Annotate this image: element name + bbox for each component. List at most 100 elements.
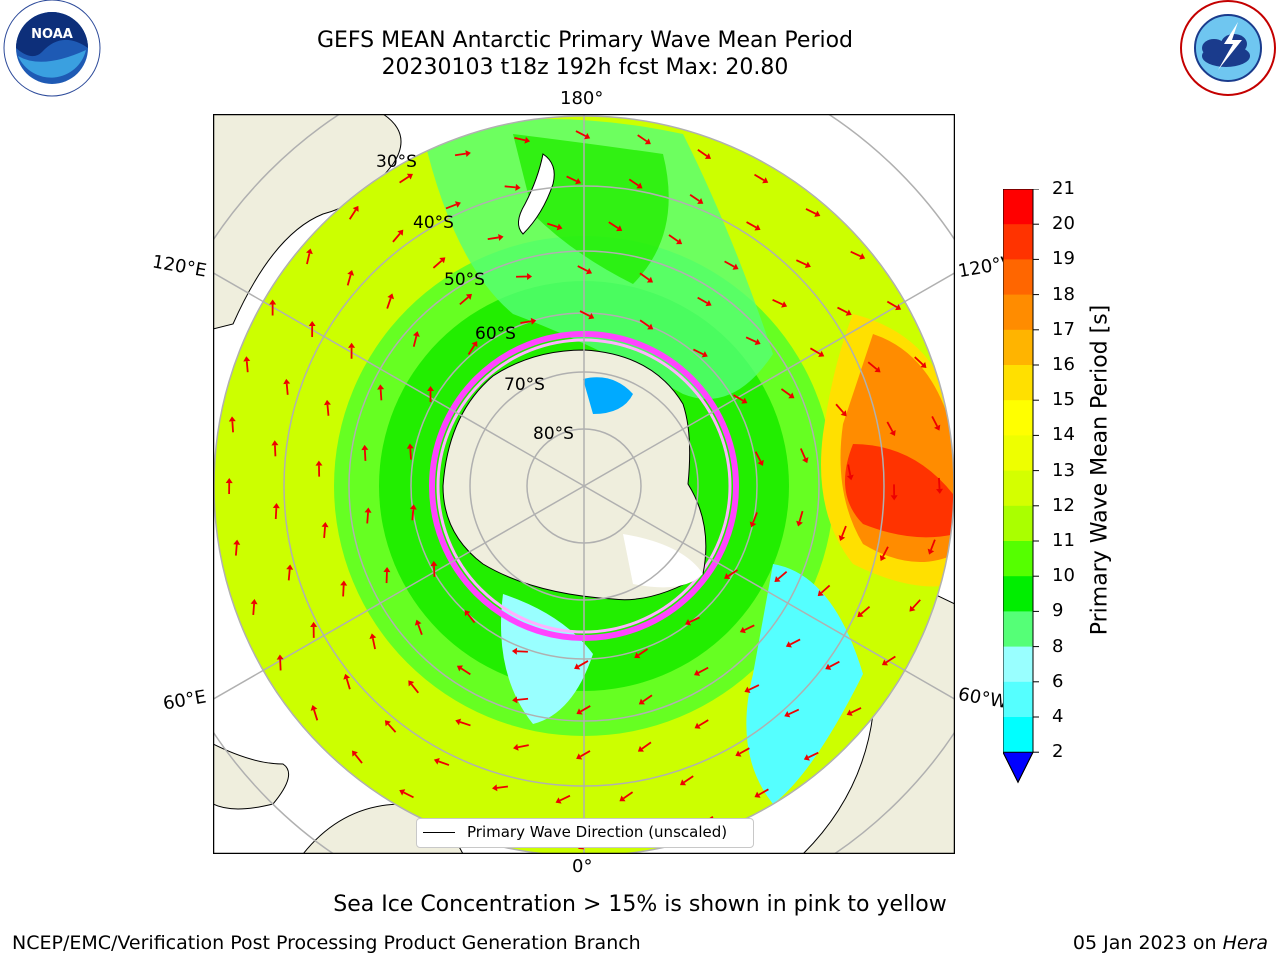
wave-arrow-head <box>308 321 316 327</box>
wave-arrow-head <box>619 795 626 802</box>
wave-arrow-shaft <box>417 624 423 636</box>
wave-arrow-head <box>881 659 889 666</box>
wave-arrow-head <box>433 758 440 765</box>
wave-arrow-shaft <box>805 208 817 215</box>
wave-arrow-shaft <box>279 659 282 671</box>
lon-label-top: 180° <box>560 88 604 109</box>
wave-arrow-head <box>817 590 824 597</box>
chart-title: GEFS MEAN Antarctic Primary Wave Mean Pe… <box>316 28 854 53</box>
wave-arrow-shaft <box>517 697 529 701</box>
colorbar-tick-label: 21 <box>1052 178 1075 199</box>
noaa-logo-icon: NOAA <box>3 0 101 97</box>
wave-arrow-shaft <box>642 694 653 703</box>
wave-arrow-shaft <box>698 666 709 674</box>
wave-arrow-shaft <box>739 747 750 755</box>
wave-arrow-shaft <box>579 310 591 317</box>
wave-arrow-head <box>361 444 369 451</box>
wave-arrow-shaft <box>412 335 418 347</box>
wave-arrow-shaft <box>392 232 401 243</box>
wave-arrow-head <box>409 504 417 510</box>
wave-arrow-head <box>498 233 504 241</box>
wave-arrow-shaft <box>639 272 650 281</box>
longitude-grid <box>213 114 955 854</box>
wave-arrow-head <box>584 133 591 140</box>
wave-arrow-head <box>347 269 355 276</box>
lon-label-lower-right: 60°W <box>956 683 1010 714</box>
wave-arrow-shaft <box>496 785 509 789</box>
wave-arrow-head <box>310 705 318 711</box>
colorbar-tick-label: 15 <box>1052 389 1075 411</box>
colorbar-tick-label: 14 <box>1052 424 1075 446</box>
colorbar-tick-label: 18 <box>1052 283 1075 305</box>
wave-arrow-shaft <box>789 638 801 646</box>
wave-arrow-shaft <box>252 603 255 616</box>
wave-arrow-head <box>754 338 761 346</box>
wave-arrow-shaft <box>517 744 529 749</box>
wave-arrow-shaft <box>754 173 765 181</box>
noaa-logo: NOAA <box>2 0 102 100</box>
wave-arrow-shaft <box>772 299 783 306</box>
colorbar-tick-label: 19 <box>1052 248 1075 270</box>
colorbar-segment <box>1003 400 1033 436</box>
wave-arrow-shaft <box>931 416 938 427</box>
wave-arrow-head <box>634 652 641 659</box>
wave-arrow-shaft <box>850 707 862 714</box>
wave-arrow-head <box>352 205 359 212</box>
wave-arrow-head <box>936 488 944 494</box>
wave-arrow-shaft <box>234 544 238 556</box>
colorbar-tick-label: 9 <box>1052 600 1064 622</box>
wave-arrow-shaft <box>746 221 757 229</box>
wave-arrow-head <box>243 356 251 362</box>
wave-arrow-head <box>271 440 279 446</box>
lat-label-50s: 50°S <box>444 270 485 290</box>
wave-arrow-shaft <box>487 236 499 240</box>
wave-arrow-shaft <box>938 477 941 489</box>
wave-arrow-head <box>879 554 887 561</box>
wave-arrow-shaft <box>467 613 476 624</box>
polar-map <box>212 113 956 855</box>
wave-arrow-shaft <box>850 250 862 258</box>
wave-arrow-head <box>804 261 811 268</box>
lon-label-bottom: 0° <box>572 856 593 877</box>
wave-arrow-head <box>513 743 519 751</box>
wave-arrow-shaft <box>348 209 357 220</box>
wave-arrow-head <box>732 263 739 270</box>
colorbar-label: Primary Wave Mean Period [s] <box>1087 304 1113 636</box>
wave-arrow-shaft <box>829 660 840 668</box>
wave-arrow-head <box>890 495 898 501</box>
wave-arrow-shaft <box>799 448 807 459</box>
wave-arrow-head <box>574 663 581 670</box>
wave-arrow-head <box>276 654 284 660</box>
wave-arrow-shaft <box>727 569 738 577</box>
wave-arrow-shaft <box>354 753 363 764</box>
wave-arrow-head <box>383 567 391 573</box>
wave-arrow-head <box>352 750 358 757</box>
wave-arrow-head <box>250 598 258 605</box>
wave-arrow-head <box>272 503 280 509</box>
wave-arrow-head <box>647 323 654 330</box>
wave-arrow-shaft <box>346 274 352 286</box>
wave-arrow-head <box>406 173 413 180</box>
footer-date-text: 05 Jan 2023 on <box>1072 932 1223 954</box>
colorbar-tick-label: 4 <box>1052 706 1064 727</box>
footer-date: 05 Jan 2023 on Hera <box>1073 932 1268 954</box>
wave-arrow-head <box>825 663 832 670</box>
wave-arrow-shaft <box>860 606 871 615</box>
colorbar-segment <box>1003 646 1033 683</box>
wave-arrow-shaft <box>886 300 898 308</box>
wave-arrow-head <box>225 478 233 484</box>
map-legend: Primary Wave Direction (unscaled) <box>416 818 754 848</box>
wave-arrow-shaft <box>363 449 367 461</box>
wave-arrow-head <box>526 273 533 281</box>
wave-arrow-shaft <box>886 421 894 433</box>
wave-arrow-shaft <box>867 361 878 370</box>
wave-arrow-head <box>233 539 241 545</box>
wave-arrow-head <box>585 267 593 275</box>
colorbar-tick-label: 13 <box>1052 459 1075 481</box>
wave-arrow-head <box>846 709 853 716</box>
wave-arrow-shaft <box>697 296 708 304</box>
colorbar-tick-label: 17 <box>1052 318 1075 340</box>
map-border <box>212 113 956 855</box>
wave-arrow-head <box>321 521 329 528</box>
wave-arrow-head <box>637 745 644 752</box>
